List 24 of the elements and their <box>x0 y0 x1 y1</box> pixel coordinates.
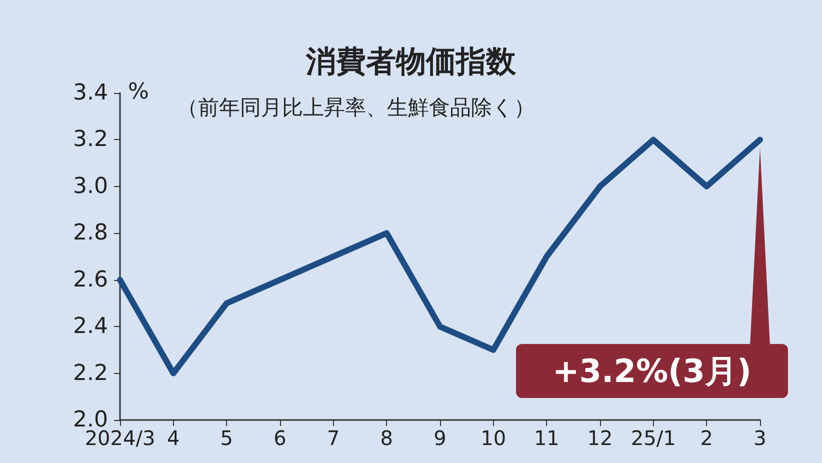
x-tick-label: 3 <box>754 426 766 450</box>
x-tick-label: 4 <box>166 426 180 450</box>
chart-title: 消費者物価指数 <box>305 44 517 80</box>
y-tick-label: 3.2 <box>73 127 108 152</box>
x-tick-label: 5 <box>220 426 234 450</box>
x-tick-label: 2 <box>700 426 714 450</box>
x-tick-label: 9 <box>434 426 446 450</box>
y-tick-label: 3.4 <box>73 80 108 106</box>
x-tick-label: 6 <box>274 426 286 450</box>
y-tick-label: 2.4 <box>73 314 108 340</box>
y-tick-label: 3.0 <box>73 174 108 199</box>
annotation: +3.2%(3月) <box>552 352 752 390</box>
x-tick-label: 12 <box>587 426 613 450</box>
y-tick-label: 2.2 <box>73 360 108 386</box>
y-tick-label: 2.8 <box>73 220 108 246</box>
y-tick-label: 2.6 <box>73 267 108 292</box>
y-axis-title: % <box>128 80 149 104</box>
x-tick-label: 2024/3 <box>84 426 156 450</box>
x-tick-label: 25/1 <box>630 426 676 450</box>
x-tick-label: 7 <box>326 426 340 450</box>
x-tick-label: 10 <box>480 426 506 450</box>
x-tick-label: 8 <box>380 426 394 450</box>
chart-subtitle: （前年同月比上昇率、生鮮食品除く） <box>177 96 535 120</box>
x-tick-label: 11 <box>534 426 560 450</box>
